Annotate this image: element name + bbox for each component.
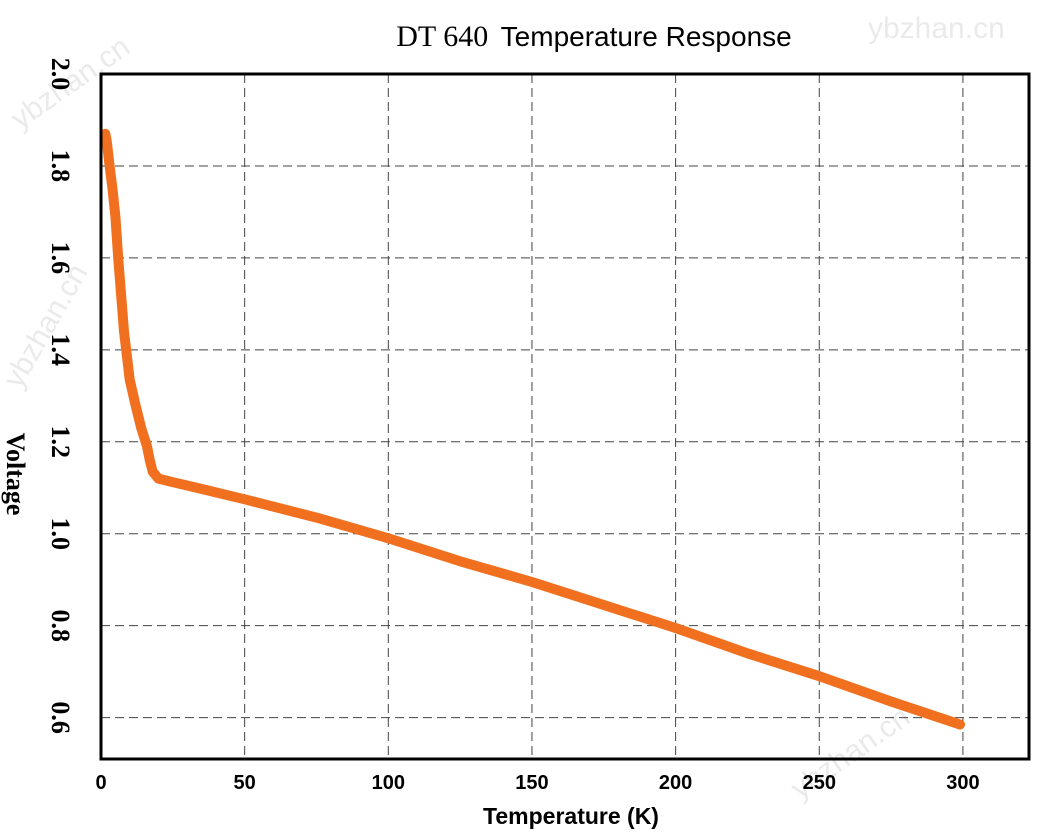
y-axis-ticks: 0.6 0.8 1.0 1.2 1.4 1.6 1.8 2.0: [46, 58, 75, 734]
series-line-0: [100, 128, 965, 730]
y-tick-label: 0.6: [46, 701, 75, 734]
x-tick-label: 150: [515, 772, 548, 794]
y-tick-label: 1.0: [46, 517, 75, 550]
y-tick-label: 0.8: [46, 609, 75, 642]
plot-frame: [99, 72, 1031, 761]
x-tick-label: 250: [803, 772, 836, 794]
y-tick-label: 2.0: [46, 58, 75, 91]
x-tick-label: 200: [659, 772, 692, 794]
y-axis-label: Voltage: [1, 433, 30, 516]
y-tick-label: 1.2: [46, 426, 75, 459]
watermark-left: ybzhan.cn: [0, 259, 94, 394]
y-tick-label: 1.6: [46, 242, 75, 275]
y-tick-label: 1.8: [46, 150, 75, 183]
chart-title: DT 640 Temperature Response: [396, 20, 791, 53]
x-tick-label: 50: [234, 772, 256, 794]
plot-lines: [100, 128, 965, 730]
x-tick-label: 100: [372, 772, 405, 794]
watermark-top-right: ybzhan.cn: [868, 12, 1005, 45]
chart-title-rest: Temperature Response: [501, 21, 792, 52]
chart-title-main: DT 640: [396, 20, 488, 53]
x-axis-label: Temperature (K): [483, 803, 659, 829]
x-tick-label: 0: [95, 772, 106, 794]
grid: [101, 74, 1029, 759]
y-tick-label: 1.4: [46, 334, 75, 367]
x-tick-label: 300: [946, 772, 979, 794]
x-axis-ticks: 0 50 100 150 200 250 300: [95, 772, 979, 794]
